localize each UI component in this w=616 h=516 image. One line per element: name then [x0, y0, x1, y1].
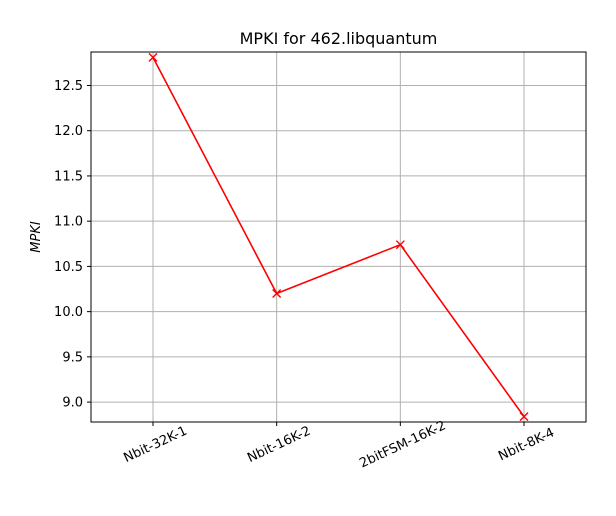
y-axis-label: MPKI	[29, 221, 44, 253]
y-tick-label: 9.5	[62, 350, 83, 365]
y-tick-label: 12.0	[54, 124, 83, 139]
y-tick-label: 11.5	[54, 169, 83, 184]
series-line	[152, 57, 525, 418]
x-tick-label: Nbit-16K-2	[245, 424, 313, 466]
y-tick-label: 10.5	[54, 260, 83, 275]
y-tick-label: 10.0	[54, 305, 83, 320]
data-point-marker	[148, 52, 158, 62]
plot-frame	[90, 51, 587, 423]
x-tick-label: 2bitFSM-16K-2	[357, 418, 448, 471]
y-tick-label: 9.0	[62, 396, 83, 411]
y-axis-ticks: 9.0 9.5 10.0 10.5 11.0 11.5 12.0 12.5	[54, 79, 91, 411]
y-tick-label: 12.5	[54, 79, 83, 94]
data-point-marker	[519, 412, 529, 422]
grid-lines	[91, 52, 586, 422]
data-point-marker	[272, 289, 282, 299]
x-tick-label: Nbit-32K-1	[122, 424, 190, 466]
y-tick-label: 11.0	[54, 215, 83, 230]
x-tick-label: Nbit-8K-4	[496, 425, 557, 464]
x-axis-ticks: Nbit-32K-1 Nbit-16K-2 2bitFSM-16K-2 Nbit-8K…	[122, 418, 557, 471]
data-point-marker	[395, 240, 405, 250]
series-layer	[148, 52, 529, 422]
chart-title: MPKI for 462.libquantum	[240, 29, 438, 48]
plot-area	[91, 52, 586, 422]
